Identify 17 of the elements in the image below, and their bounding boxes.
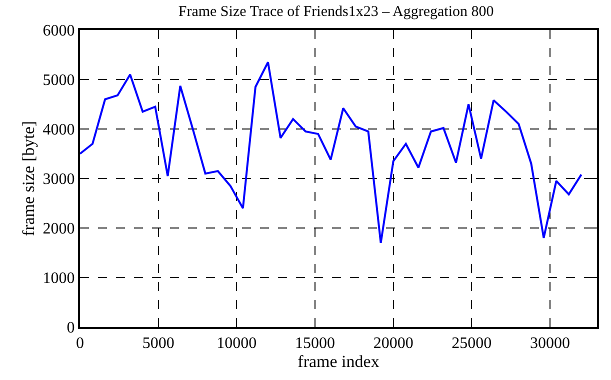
- y-tick-label: 4000: [42, 122, 75, 139]
- x-tick-label: 25000: [452, 335, 492, 352]
- y-tick-label: 0: [66, 320, 75, 337]
- y-tick-label: 2000: [42, 220, 75, 238]
- y-tick-label: 5000: [42, 72, 75, 90]
- y-tick-label: 3000: [42, 171, 75, 188]
- x-axis-title: frame index: [298, 352, 380, 372]
- y-tick-label: 1000: [42, 270, 75, 288]
- y-tick-label: 6000: [42, 22, 75, 40]
- x-tick-label: 20000: [373, 335, 414, 352]
- x-tick-label: 10000: [216, 335, 257, 352]
- line-series: [80, 61, 582, 244]
- y-axis-title: frame size [byte]: [18, 120, 38, 236]
- x-tick-label: 15000: [295, 335, 335, 352]
- chart-title: Frame Size Trace of Friends1x23 – Aggregation 800: [178, 4, 494, 20]
- x-tick-label: 30000: [530, 335, 570, 352]
- x-tick-label: 5000: [142, 335, 174, 352]
